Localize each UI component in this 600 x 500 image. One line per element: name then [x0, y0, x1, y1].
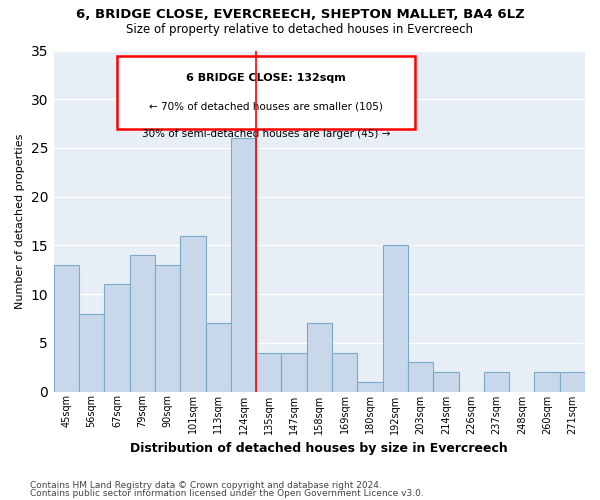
Bar: [535, 372, 560, 392]
Bar: [104, 284, 130, 392]
Text: Contains public sector information licensed under the Open Government Licence v3: Contains public sector information licen…: [30, 489, 424, 498]
Bar: [256, 352, 281, 392]
X-axis label: Distribution of detached houses by size in Evercreech: Distribution of detached houses by size …: [130, 442, 508, 455]
Bar: [130, 255, 155, 392]
Text: ← 70% of detached houses are smaller (105): ← 70% of detached houses are smaller (10…: [149, 102, 383, 112]
Bar: [433, 372, 458, 392]
Bar: [79, 314, 104, 392]
Bar: [231, 138, 256, 392]
Bar: [484, 372, 509, 392]
Bar: [281, 352, 307, 392]
Bar: [307, 324, 332, 392]
Text: Size of property relative to detached houses in Evercreech: Size of property relative to detached ho…: [127, 22, 473, 36]
Bar: [408, 362, 433, 392]
Bar: [383, 246, 408, 392]
FancyBboxPatch shape: [118, 56, 415, 129]
Bar: [54, 265, 79, 392]
Bar: [155, 265, 180, 392]
Text: 6 BRIDGE CLOSE: 132sqm: 6 BRIDGE CLOSE: 132sqm: [187, 73, 346, 83]
Bar: [332, 352, 358, 392]
Y-axis label: Number of detached properties: Number of detached properties: [15, 134, 25, 308]
Bar: [560, 372, 585, 392]
Bar: [206, 324, 231, 392]
Text: Contains HM Land Registry data © Crown copyright and database right 2024.: Contains HM Land Registry data © Crown c…: [30, 480, 382, 490]
Bar: [358, 382, 383, 392]
Bar: [180, 236, 206, 392]
Text: 6, BRIDGE CLOSE, EVERCREECH, SHEPTON MALLET, BA4 6LZ: 6, BRIDGE CLOSE, EVERCREECH, SHEPTON MAL…: [76, 8, 524, 20]
Text: 30% of semi-detached houses are larger (45) →: 30% of semi-detached houses are larger (…: [142, 129, 391, 139]
